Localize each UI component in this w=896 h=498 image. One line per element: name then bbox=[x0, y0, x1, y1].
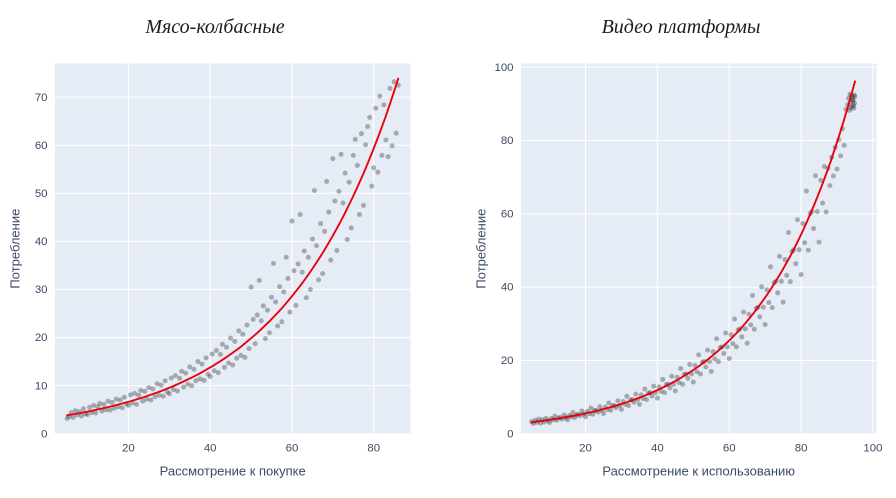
chart-title-video: Видео платформы bbox=[601, 16, 761, 38]
plot-background bbox=[54, 63, 411, 434]
tick-labels: 20 40 60 80 100 0 20 40 60 80 100 bbox=[494, 62, 882, 455]
scatter-points bbox=[64, 79, 401, 421]
y-tick-label: 60 bbox=[501, 208, 514, 220]
y-tick-label: 30 bbox=[35, 284, 48, 296]
x-tick-label: 40 bbox=[204, 442, 217, 454]
y-axis-label: Потребление bbox=[473, 209, 488, 289]
y-tick-label: 0 bbox=[41, 428, 47, 440]
x-tick-label: 20 bbox=[122, 442, 135, 454]
y-tick-label: 50 bbox=[35, 188, 48, 200]
scatter-plot-meat: 20 40 60 80 0 10 20 30 40 50 60 70 Рассмотрение к по… bbox=[7, 63, 411, 478]
x-tick-label: 20 bbox=[579, 442, 592, 454]
fit-line bbox=[66, 77, 400, 417]
x-tick-label: 80 bbox=[795, 442, 808, 454]
y-tick-label: 10 bbox=[35, 380, 48, 392]
tick-labels: 20 40 60 80 0 10 20 30 40 50 60 70 bbox=[35, 92, 380, 455]
x-tick-label: 40 bbox=[651, 442, 664, 454]
x-tick-label: 80 bbox=[367, 442, 380, 454]
chart-video-platforms: Видео платформы 20 40 60 80 100 0 20 40 60 80 100 Р… bbox=[466, 10, 896, 498]
y-tick-label: 20 bbox=[35, 332, 48, 344]
chart-title-meat: Мясо-колбасные bbox=[145, 16, 285, 38]
x-axis-label: Рассмотрение к использованию bbox=[602, 463, 795, 478]
gridlines bbox=[520, 63, 877, 435]
x-tick-label: 100 bbox=[863, 442, 882, 454]
y-tick-label: 70 bbox=[35, 92, 48, 104]
scatter-plot-video: 20 40 60 80 100 0 20 40 60 80 100 Рассмотрение к ис… bbox=[473, 62, 882, 479]
y-tick-label: 40 bbox=[501, 282, 514, 294]
plot-background bbox=[520, 63, 877, 434]
y-axis-label: Потребление bbox=[7, 209, 22, 289]
y-tick-label: 40 bbox=[35, 236, 48, 248]
y-tick-label: 20 bbox=[501, 355, 514, 367]
y-tick-label: 0 bbox=[507, 428, 513, 440]
x-axis-label: Рассмотрение к покупке bbox=[160, 463, 306, 478]
y-tick-label: 60 bbox=[35, 140, 48, 152]
gridlines bbox=[54, 63, 411, 435]
x-tick-label: 60 bbox=[723, 442, 736, 454]
y-tick-label: 100 bbox=[494, 62, 513, 74]
y-tick-label: 80 bbox=[501, 135, 514, 147]
x-tick-label: 60 bbox=[286, 442, 299, 454]
fit-line bbox=[530, 80, 856, 424]
chart-meat-sausage: Мясо-колбасные 20 40 60 80 0 10 20 30 40 50 60 70 Ра… bbox=[0, 10, 430, 498]
